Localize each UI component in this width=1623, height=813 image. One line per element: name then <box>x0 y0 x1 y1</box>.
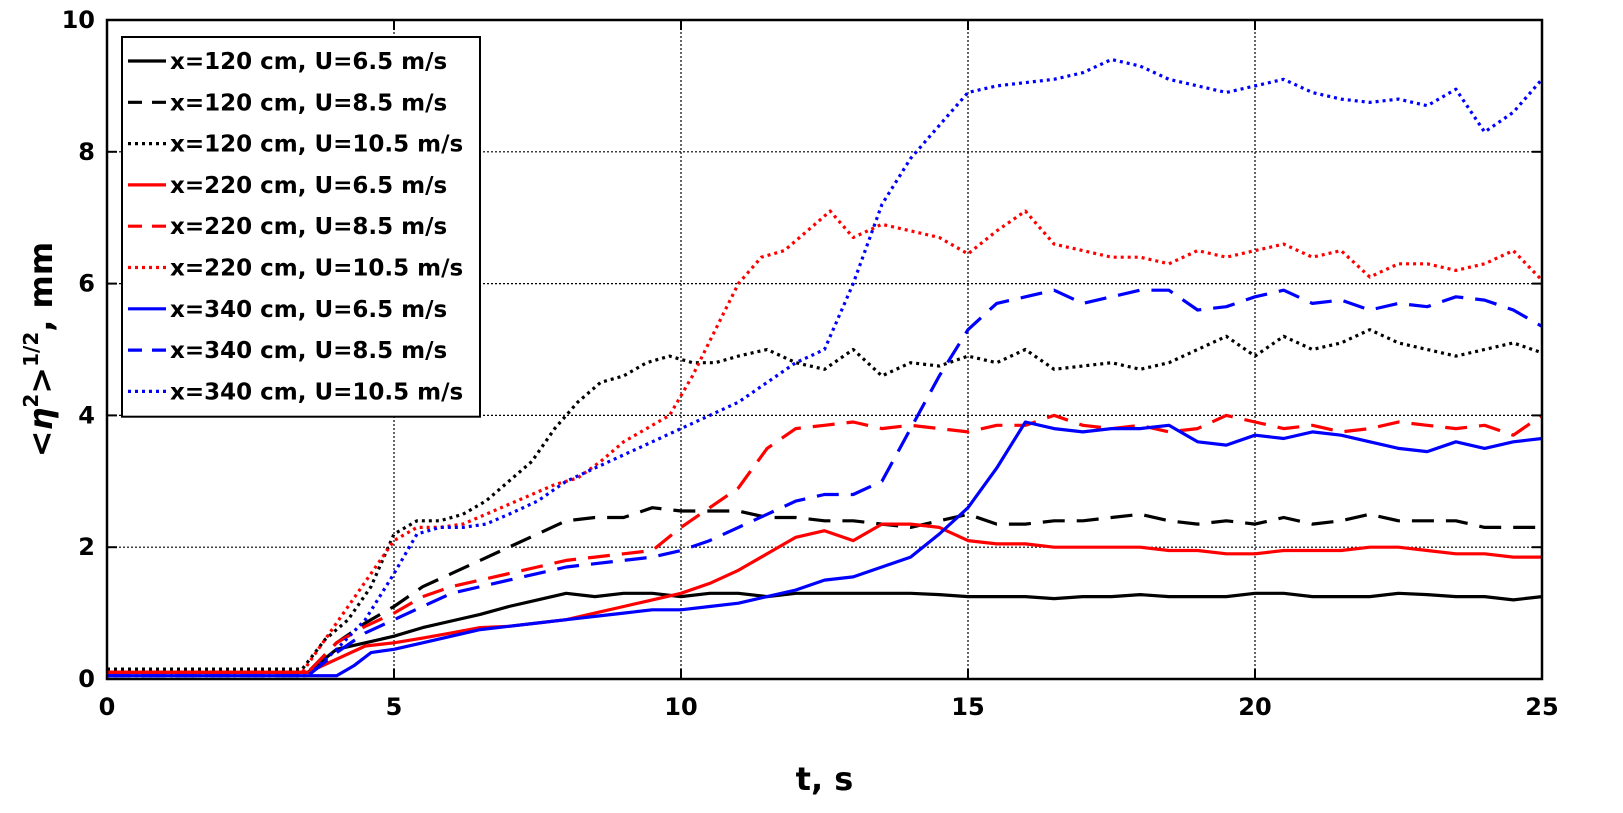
y-axis-label-units: , mm <box>22 242 60 332</box>
y-tick-label: 8 <box>78 138 95 166</box>
x-tick-label: 20 <box>1238 693 1271 721</box>
y-axis-label-close: > <box>22 367 60 394</box>
legend-entry: x=120 cm, U=6.5 m/s <box>170 49 447 75</box>
legend-entry: x=340 cm, U=6.5 m/s <box>170 297 447 323</box>
x-tick-label: 10 <box>664 693 697 721</box>
grid-lines <box>107 20 1542 679</box>
x-axis-label: t, s <box>796 760 854 798</box>
y-axis-label-sup-2: 2 <box>19 394 43 408</box>
y-tick-label: 2 <box>78 533 95 561</box>
y-tick-label: 4 <box>78 401 95 429</box>
x-tick-label: 5 <box>386 693 403 721</box>
legend-entry: x=220 cm, U=10.5 m/s <box>170 256 463 282</box>
x-tick-label: 15 <box>951 693 984 721</box>
y-axis-label-open: < <box>22 430 60 457</box>
legend-entry: x=120 cm, U=10.5 m/s <box>170 132 463 158</box>
y-axis-label-sup-half: 1/2 <box>19 332 43 367</box>
series-lines <box>107 57 1544 678</box>
y-tick-label: 6 <box>78 270 95 298</box>
legend-entry: x=340 cm, U=10.5 m/s <box>170 379 463 405</box>
series-line-2 <box>107 506 1542 675</box>
legend: x=120 cm, U=6.5 m/s x=120 cm, U=8.5 m/s x=… <box>121 36 481 418</box>
y-axis-label-symbol: η <box>22 408 60 431</box>
series-line-7 <box>107 420 1543 678</box>
x-tick-label: 25 <box>1525 693 1558 721</box>
y-axis-label: <η2>1/2, mm <box>19 242 60 457</box>
plot-frame <box>105 18 1544 681</box>
legend-entry: x=220 cm, U=6.5 m/s <box>170 173 447 199</box>
y-tick-label: 10 <box>62 6 95 34</box>
x-tick-label: 0 <box>99 693 116 721</box>
series-line-1 <box>107 591 1543 675</box>
series-line-5 <box>107 413 1543 675</box>
series-line-9 <box>107 57 1544 678</box>
legend-entry: x=220 cm, U=8.5 m/s <box>170 214 447 240</box>
series-line-3 <box>107 328 1543 671</box>
legend-entry: x=340 cm, U=8.5 m/s <box>170 338 447 364</box>
series-line-4 <box>107 522 1542 675</box>
legend-entry: x=120 cm, U=8.5 m/s <box>170 90 447 116</box>
y-tick-label: 0 <box>78 665 95 693</box>
axis-ticks: 0 5 10 15 20 25 0 2 4 6 8 10 <box>62 6 1559 721</box>
legend-box <box>121 36 481 418</box>
series-line-8 <box>107 288 1543 678</box>
